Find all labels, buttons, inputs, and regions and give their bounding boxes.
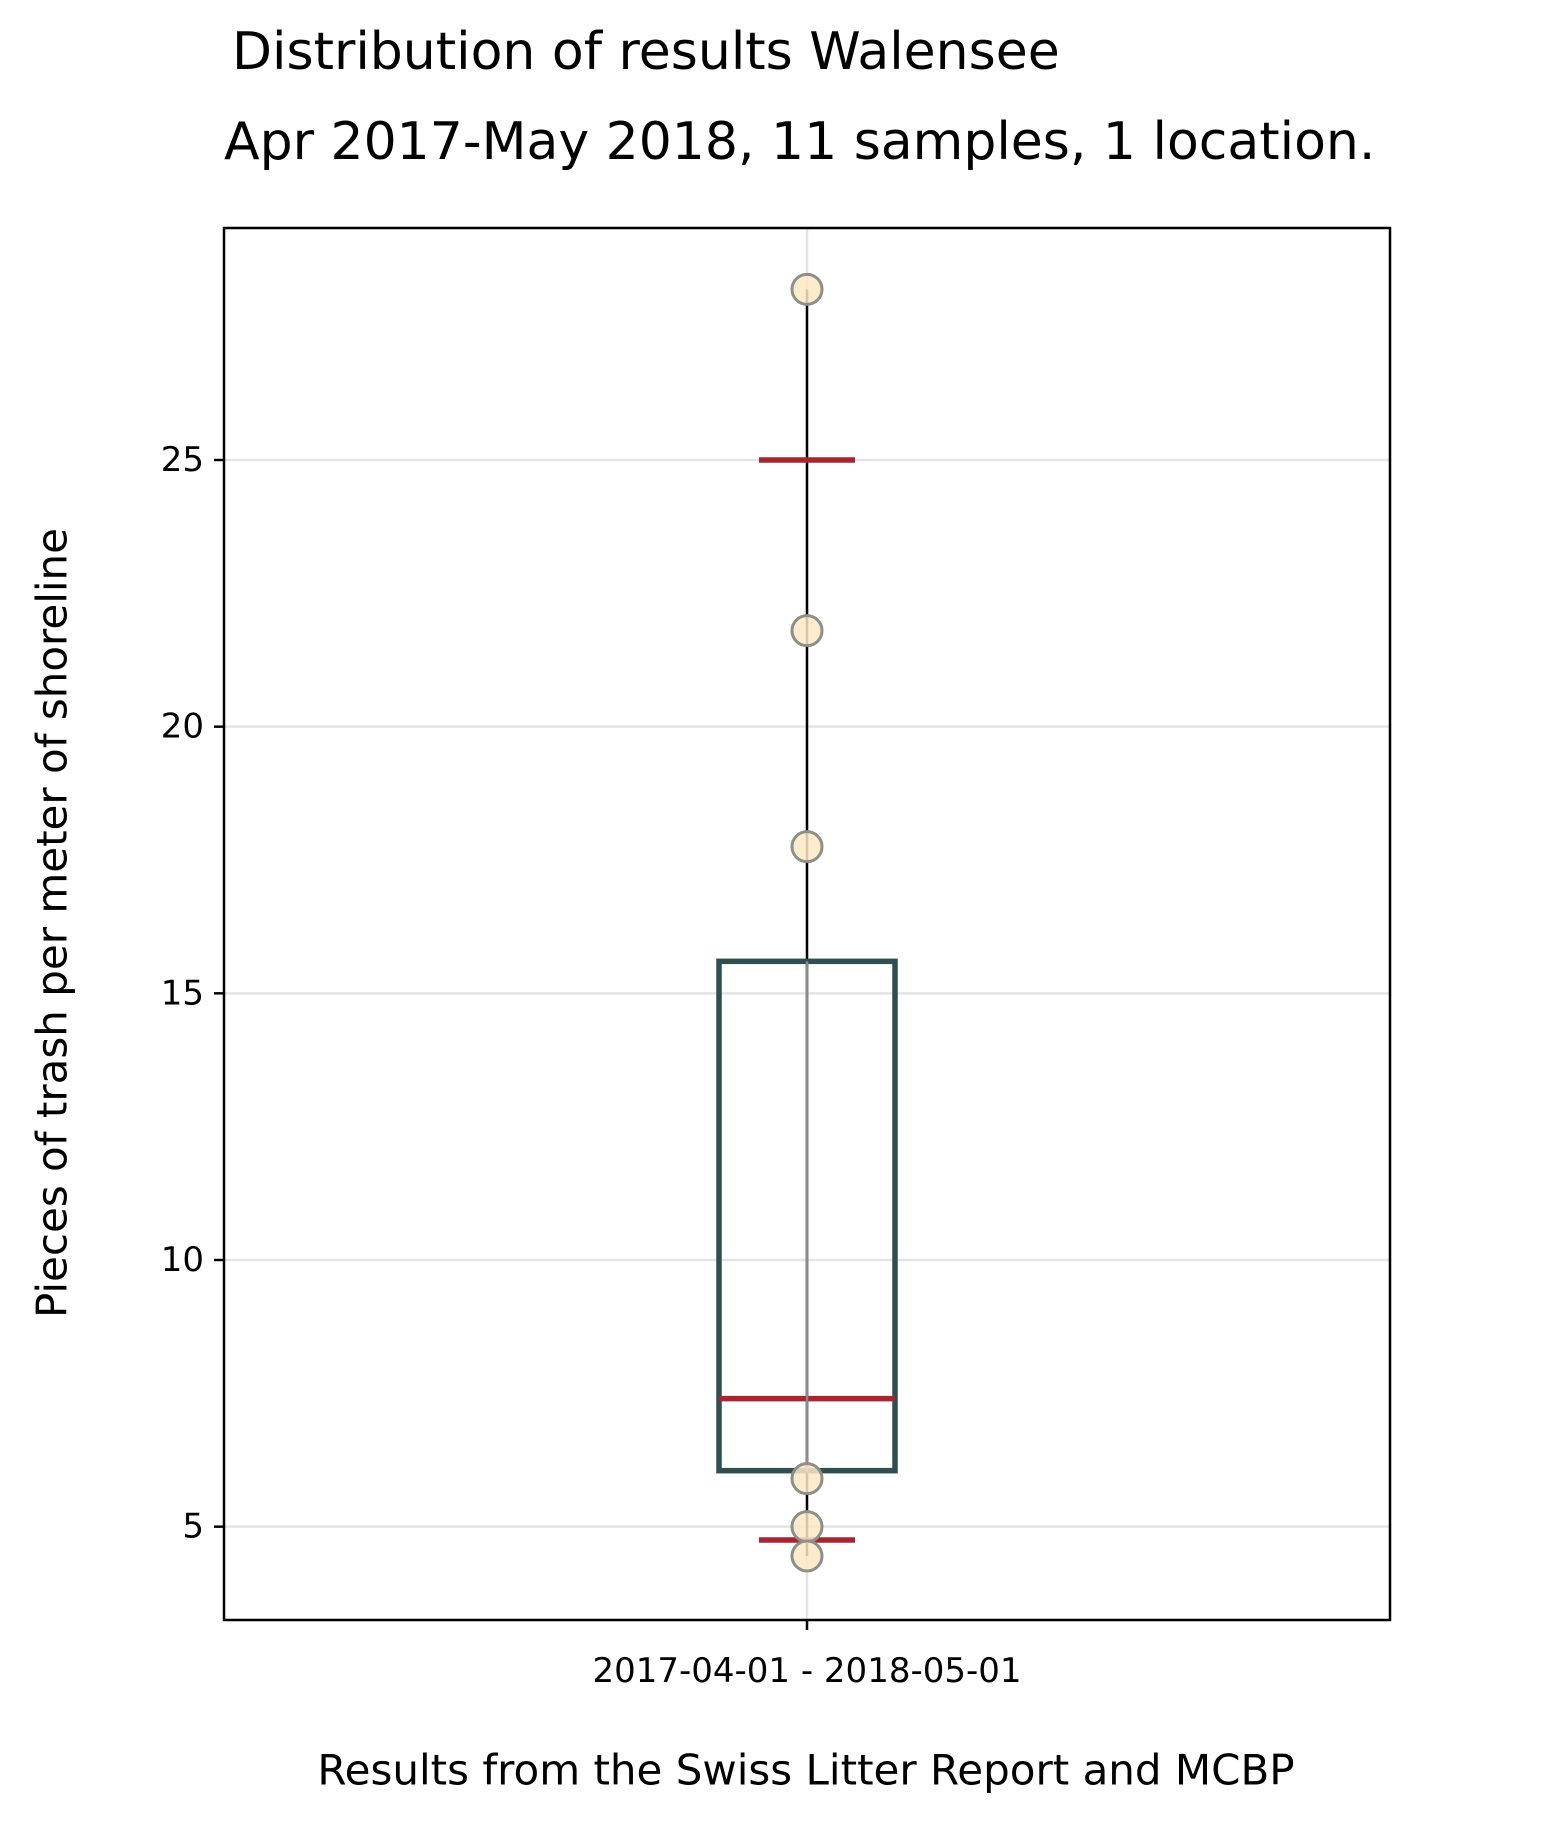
y-tick-label: 25 [161, 440, 204, 480]
chart-title: Distribution of results Walensee [232, 22, 1060, 82]
sample-point [790, 272, 824, 306]
y-tick-label: 15 [161, 973, 204, 1013]
axes: 5 10 15 20 25 2017-04-01 - 2018-05-01 [161, 440, 1022, 1691]
plot-data [716, 272, 898, 1573]
x-axis-label: Results from the Swiss Litter Report and… [317, 1745, 1295, 1795]
chart-subtitle: Apr 2017-May 2018, 11 samples, 1 locatio… [224, 112, 1376, 172]
sample-point [790, 830, 824, 864]
sample-point [790, 614, 824, 648]
y-tick-label: 20 [161, 707, 204, 747]
sample-point [790, 1462, 824, 1496]
x-tick-label: 2017-04-01 - 2018-05-01 [592, 1651, 1021, 1691]
sample-point [790, 1510, 824, 1544]
sample-point [790, 1539, 824, 1573]
y-tick-label: 10 [161, 1240, 204, 1280]
y-tick-label: 5 [182, 1507, 204, 1547]
